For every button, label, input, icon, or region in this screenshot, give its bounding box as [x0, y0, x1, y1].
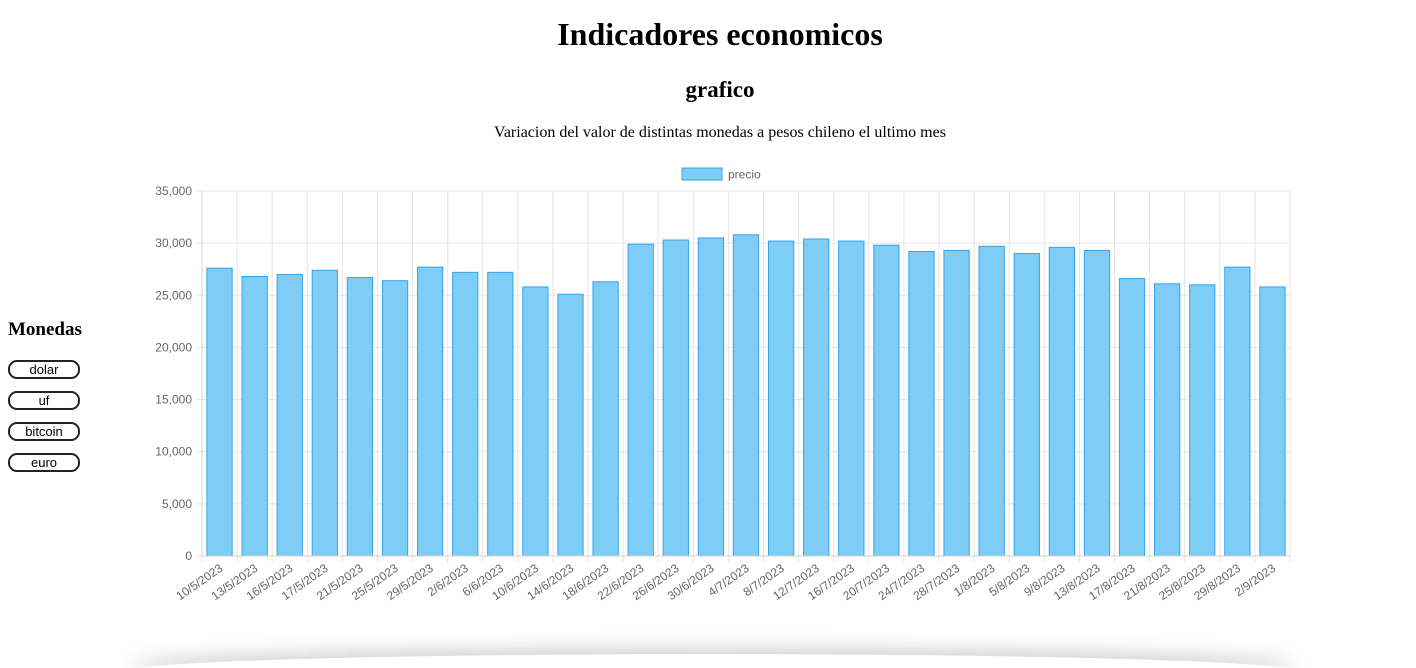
chart-section-title: grafico [685, 77, 755, 102]
bar [241, 276, 268, 557]
euro-button[interactable]: euro [8, 453, 80, 472]
bar [697, 237, 725, 557]
bar [522, 286, 549, 557]
bar [276, 273, 303, 557]
legend-label: precio [728, 168, 761, 182]
bar [908, 250, 935, 557]
bar [1013, 253, 1040, 557]
bar [311, 269, 338, 557]
bar [978, 245, 1005, 557]
bar [873, 244, 900, 557]
bar [627, 243, 654, 557]
bar [592, 281, 619, 557]
bar [1224, 266, 1251, 557]
page-title: Indicadores economicos [557, 16, 883, 52]
sidebar-heading: Monedas [8, 319, 82, 340]
legend-swatch [681, 167, 723, 181]
bar [381, 280, 409, 557]
bar [732, 234, 760, 557]
y-tick-label: 30,000 [155, 236, 192, 250]
bar [1048, 246, 1076, 557]
bar [557, 293, 584, 557]
bar [1118, 278, 1146, 557]
bar [1154, 283, 1181, 557]
bar [487, 271, 514, 557]
bar [452, 271, 479, 557]
y-tick-label: 15,000 [155, 393, 192, 407]
y-tick-label: 0 [185, 549, 192, 563]
bar [803, 238, 830, 557]
bar [1083, 249, 1111, 557]
y-tick-label: 10,000 [155, 445, 192, 459]
bar [416, 266, 444, 557]
bar [767, 240, 795, 557]
y-tick-label: 25,000 [155, 288, 192, 302]
bar [206, 267, 233, 557]
bar [838, 240, 865, 557]
y-tick-label: 20,000 [155, 340, 192, 354]
bar [662, 239, 689, 557]
chart-description: Variacion del valor de distintas monedas… [494, 124, 946, 141]
bitcoin-button[interactable]: bitcoin [8, 422, 80, 441]
bar [1259, 286, 1286, 557]
uf-button[interactable]: uf [8, 391, 80, 410]
bar [1189, 284, 1216, 557]
y-tick-label: 35,000 [155, 184, 192, 198]
y-tick-label: 5,000 [162, 497, 192, 511]
dolar-button[interactable]: dolar [8, 360, 80, 379]
currency-sidebar: Monedas dolar uf bitcoin euro [8, 319, 128, 484]
bar [943, 249, 970, 557]
bar [346, 277, 374, 557]
